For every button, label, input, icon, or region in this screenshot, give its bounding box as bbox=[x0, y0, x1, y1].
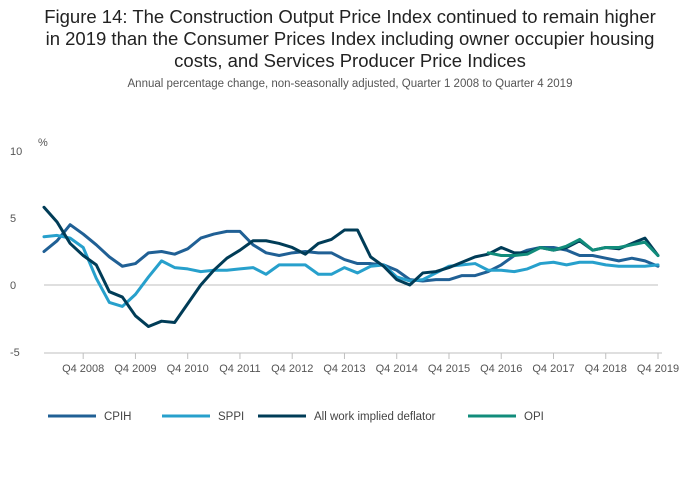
legend-item: CPIH bbox=[48, 411, 131, 423]
x-tick-label: Q4 2014 bbox=[376, 363, 418, 375]
x-tick-label: Q4 2017 bbox=[532, 363, 574, 375]
legend-label: SPPI bbox=[218, 411, 244, 423]
legend-label: OPI bbox=[524, 411, 544, 423]
series-line-all-work-implied-deflator bbox=[42, 205, 660, 329]
legend-item: All work implied deflator bbox=[258, 411, 436, 423]
x-tick-label: Q4 2013 bbox=[323, 363, 365, 375]
chart-title-line-2: in 2019 than the Consumer Prices Index i… bbox=[45, 28, 655, 49]
series-line-cpih bbox=[42, 223, 660, 283]
x-tick-label: Q4 2012 bbox=[271, 363, 313, 375]
legend-item: SPPI bbox=[162, 411, 244, 423]
chart-title-line-1: Figure 14: The Construction Output Price… bbox=[44, 6, 656, 27]
chart-title-line-3: costs, and Services Producer Price Indic… bbox=[174, 50, 526, 71]
x-tick-label: Q4 2016 bbox=[480, 363, 522, 375]
legend-item: OPI bbox=[468, 411, 544, 423]
x-tick-label: Q4 2008 bbox=[62, 363, 104, 375]
y-tick-label: 5 bbox=[10, 213, 16, 225]
x-tick-label: Q4 2011 bbox=[219, 363, 260, 375]
chart-title: Figure 14: The Construction Output Price… bbox=[0, 6, 700, 72]
x-tick-label: Q4 2015 bbox=[428, 363, 470, 375]
y-axis-unit-label: % bbox=[38, 137, 48, 149]
y-tick-label: -5 bbox=[10, 347, 20, 359]
x-tick-label: Q4 2009 bbox=[114, 363, 156, 375]
axis-layer: 10 5 0 -5% Q4 2008 Q4 2009 Q4 2010 Q4 2011 Q4 20… bbox=[10, 137, 679, 375]
series-line-opi bbox=[486, 237, 660, 258]
legend-label: All work implied deflator bbox=[314, 411, 436, 423]
series-line-sppi bbox=[42, 233, 660, 308]
legend-label: CPIH bbox=[104, 411, 131, 423]
y-tick-label: 0 bbox=[10, 280, 16, 292]
legend: CPIH SPPI All work implied deflator OPI bbox=[48, 411, 544, 423]
x-tick-label: Q4 2019 bbox=[637, 363, 679, 375]
x-tick-label: Q4 2010 bbox=[167, 363, 209, 375]
x-tick-label: Q4 2018 bbox=[585, 363, 627, 375]
y-tick-label: 10 bbox=[10, 146, 22, 158]
chart-subtitle: Annual percentage change, non-seasonally… bbox=[127, 78, 573, 90]
series-layer bbox=[42, 205, 660, 329]
